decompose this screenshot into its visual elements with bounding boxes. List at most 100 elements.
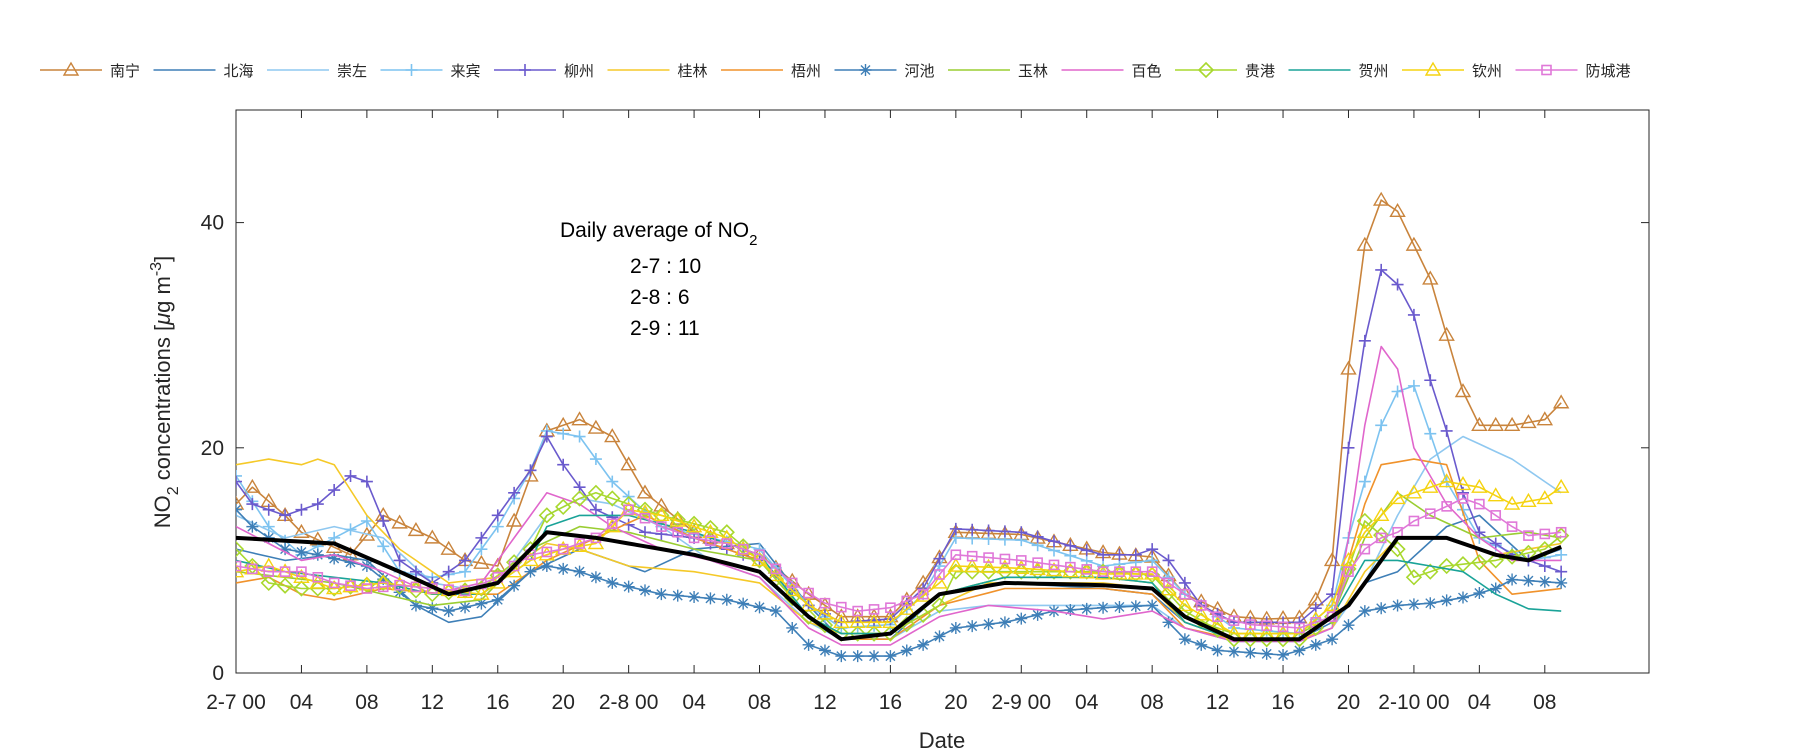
series-8-marker-77 xyxy=(1489,582,1502,595)
series-8-marker-66 xyxy=(1309,638,1322,651)
series-8-marker-51 xyxy=(1064,603,1077,616)
series-5-marker-26 xyxy=(655,528,668,541)
series-1-marker-73 xyxy=(1422,270,1439,285)
series-8-marker-37 xyxy=(835,650,848,663)
series-8-marker-63 xyxy=(1260,647,1273,660)
x-tick-label-14: 08 xyxy=(1140,691,1163,714)
series-13-marker-45 xyxy=(963,558,981,573)
series-13-marker-72 xyxy=(1405,484,1423,499)
series-4-marker-21 xyxy=(573,430,586,443)
legend-item-14: 防城港 xyxy=(1515,63,1631,80)
y-axis-title: NO2 concentrations [μg m-3] xyxy=(148,256,182,528)
series-8-marker-58 xyxy=(1178,633,1191,646)
series-14-marker-39 xyxy=(868,604,880,615)
y-axis-title-unit: g m xyxy=(150,276,175,313)
series-8-marker-7 xyxy=(344,556,357,569)
x-tick-label-7: 04 xyxy=(682,691,706,714)
series-4-marker-15 xyxy=(475,543,488,556)
series-8-marker-53 xyxy=(1097,601,1110,614)
series-5-marker-74 xyxy=(1440,424,1453,437)
series-8-marker-16 xyxy=(491,593,504,606)
series-1-marker-80 xyxy=(1536,411,1554,426)
x-tick-label-16: 16 xyxy=(1271,691,1294,714)
series-5-marker-52 xyxy=(1080,544,1093,557)
annotation-heading: Daily average of NO2 xyxy=(560,219,757,249)
series-14-marker-55 xyxy=(1130,566,1142,577)
y-tick-label-1: 20 xyxy=(201,437,224,460)
series-13-marker-78 xyxy=(1503,495,1521,510)
series-4-marker-70 xyxy=(1375,419,1388,432)
legend-label-14: 防城港 xyxy=(1586,63,1631,80)
series-14-marker-69 xyxy=(1359,543,1371,555)
series-11-marker-24 xyxy=(620,495,637,513)
series-13-marker-59 xyxy=(1193,606,1210,621)
series-11-marker-2 xyxy=(260,574,277,592)
legend-swatch-marker-14 xyxy=(1541,64,1552,76)
series-1-marker-78 xyxy=(1503,416,1521,431)
series-4-marker-0 xyxy=(236,469,242,482)
series-11-marker-80 xyxy=(1536,541,1553,558)
series-13-marker-79 xyxy=(1520,492,1537,507)
x-tick-label-5: 20 xyxy=(552,691,575,714)
series-13-marker-56 xyxy=(1143,565,1161,580)
average-series xyxy=(236,530,1562,642)
series-8-markers xyxy=(236,503,1568,663)
series-14-marker-9 xyxy=(377,581,389,593)
series-14-marker-34 xyxy=(786,577,798,589)
series-4-marker-81 xyxy=(1555,548,1568,561)
series-5-marker-6 xyxy=(328,484,341,497)
series-8-marker-9 xyxy=(377,573,390,586)
series-13-marker-40 xyxy=(882,613,899,629)
series-4-marker-23 xyxy=(606,475,619,488)
y-axis-title-rest: concentrations [ xyxy=(150,325,175,486)
x-tick-label-15: 12 xyxy=(1206,691,1229,714)
y-tick-label-2: 40 xyxy=(201,212,224,235)
series-11-marker-28 xyxy=(685,515,703,532)
series-8-marker-73 xyxy=(1424,597,1437,610)
series-13-marker-43 xyxy=(931,574,948,589)
series-14-marker-35 xyxy=(803,587,814,599)
series-5-marker-47 xyxy=(998,525,1011,538)
series-14-marker-23 xyxy=(606,518,618,530)
series-1-marker-24 xyxy=(620,456,637,471)
series-14-marker-80 xyxy=(1539,528,1551,540)
series-14-marker-58 xyxy=(1179,588,1191,600)
series-14-marker-29 xyxy=(705,535,716,546)
series-13-marker-52 xyxy=(1078,564,1095,579)
series-1-marker-77 xyxy=(1487,416,1504,431)
series-14-marker-51 xyxy=(1065,561,1076,573)
y-axis-title-main: NO xyxy=(150,495,175,528)
series-14-marker-20 xyxy=(557,543,569,555)
series-5-marker-53 xyxy=(1097,548,1110,561)
series-5-marker-2 xyxy=(262,503,275,516)
series-13-marker-26 xyxy=(653,506,670,522)
series-11-marker-23 xyxy=(604,490,621,507)
series-14-marker-81 xyxy=(1555,526,1567,538)
series-8-marker-36 xyxy=(818,644,831,657)
series-5-marker-57 xyxy=(1162,554,1175,567)
series-14-marker-60 xyxy=(1212,611,1223,623)
series-5-marker-10 xyxy=(393,554,406,567)
series-4-line xyxy=(236,385,1562,635)
series-1-marker-74 xyxy=(1438,326,1455,341)
series-14-marker-62 xyxy=(1245,619,1256,630)
series-14-marker-24 xyxy=(623,504,634,516)
series-1-marker-79 xyxy=(1520,414,1537,429)
series-8 xyxy=(236,503,1568,663)
series-8-marker-3 xyxy=(279,543,292,556)
series-11-marker-69 xyxy=(1356,512,1373,530)
series-5-marker-43 xyxy=(933,552,946,565)
legend-item-7: 梧州 xyxy=(721,63,821,80)
series-13-marker-48 xyxy=(1013,559,1030,574)
series-5-marker-69 xyxy=(1358,334,1371,347)
series-14-marker-73 xyxy=(1424,508,1436,519)
series-8-marker-15 xyxy=(475,597,488,610)
series-5-marker-16 xyxy=(491,509,504,522)
series-1-marker-21 xyxy=(571,411,588,426)
legend-swatch-marker-4 xyxy=(405,64,418,76)
series-5-marker-81 xyxy=(1555,565,1568,578)
series-13-marker-81 xyxy=(1552,478,1570,493)
series-5-marker-23 xyxy=(606,511,619,524)
series-14-marker-67 xyxy=(1326,611,1338,623)
